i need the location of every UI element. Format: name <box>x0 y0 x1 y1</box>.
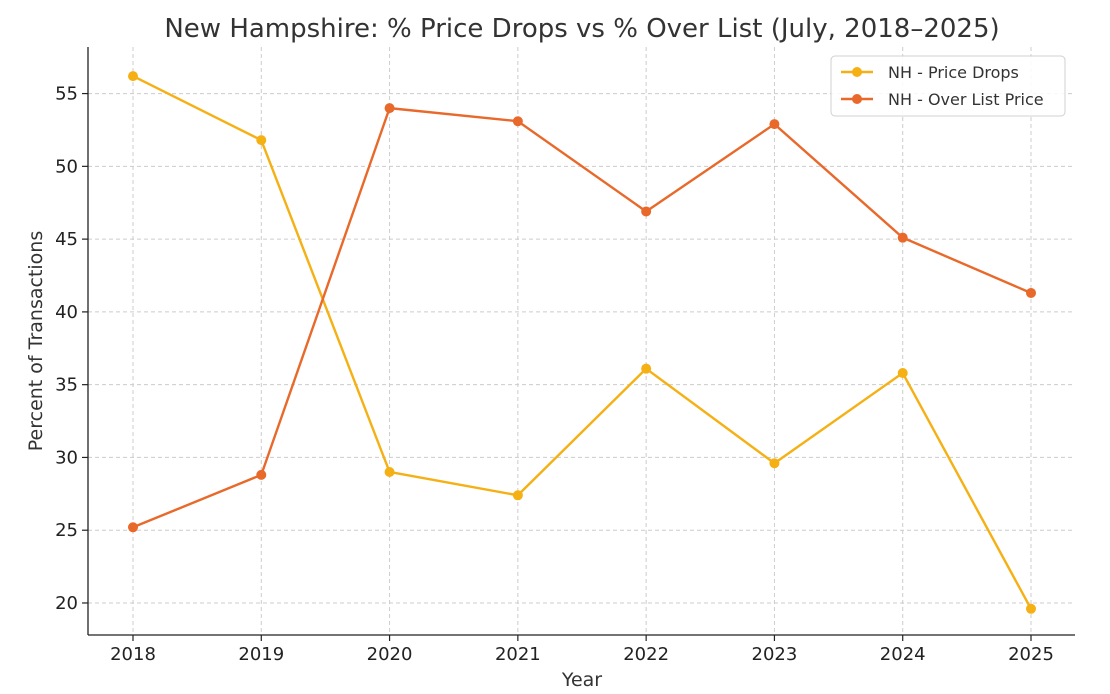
data-point <box>384 103 395 114</box>
x-tick-label: 2021 <box>495 644 541 665</box>
series-line-1 <box>132 106 1032 529</box>
data-point <box>1026 603 1036 614</box>
y-tick-label: 25 <box>55 520 78 541</box>
data-point <box>641 206 652 217</box>
y-tick-label: 45 <box>55 229 78 250</box>
legend-swatch-marker <box>852 67 862 77</box>
y-tick-label: 35 <box>55 375 78 396</box>
x-tick-label: 2024 <box>880 644 926 665</box>
series-layer <box>128 71 1036 614</box>
data-point <box>128 522 138 533</box>
y-tick-label: 50 <box>55 156 78 177</box>
legend-label: NH - Price Drops <box>888 63 1019 82</box>
series-line-0 <box>132 75 1033 610</box>
y-tick-label: 40 <box>55 302 78 323</box>
x-tick-label: 2025 <box>1008 644 1054 665</box>
data-point <box>897 368 908 379</box>
x-axis-label: Year <box>561 669 602 691</box>
legend-box <box>830 55 1066 117</box>
data-point <box>512 116 523 127</box>
x-tick-label: 2022 <box>623 644 669 665</box>
y-axis-label: Percent of Transactions <box>25 231 47 451</box>
x-tick-label: 2020 <box>367 644 413 665</box>
legend-swatch-marker <box>852 94 862 104</box>
legend-label: NH - Over List Price <box>888 90 1044 109</box>
data-point <box>128 71 138 82</box>
grid <box>88 47 1075 635</box>
data-point <box>769 119 780 130</box>
data-point <box>256 135 267 146</box>
y-tick-label: 30 <box>55 447 78 468</box>
y-tick-label: 55 <box>55 84 78 105</box>
chart-title: New Hampshire: % Price Drops vs % Over L… <box>164 14 999 44</box>
data-point <box>512 490 523 501</box>
tick-labels: 2018 2019 2020 2021 2022 2023 2024 202520253035… <box>55 84 1054 665</box>
data-point <box>641 363 652 374</box>
x-tick-label: 2018 <box>110 644 156 665</box>
y-tick-label: 20 <box>55 593 78 614</box>
x-tick-label: 2023 <box>752 644 798 665</box>
data-point <box>384 466 395 477</box>
data-point <box>897 232 908 243</box>
axes <box>87 47 1075 636</box>
data-point <box>256 469 267 480</box>
data-point <box>769 458 780 469</box>
legend: NH - Price Drops NH - Over List Price <box>830 55 1066 117</box>
x-tick-label: 2019 <box>238 644 284 665</box>
data-point <box>1026 287 1036 298</box>
